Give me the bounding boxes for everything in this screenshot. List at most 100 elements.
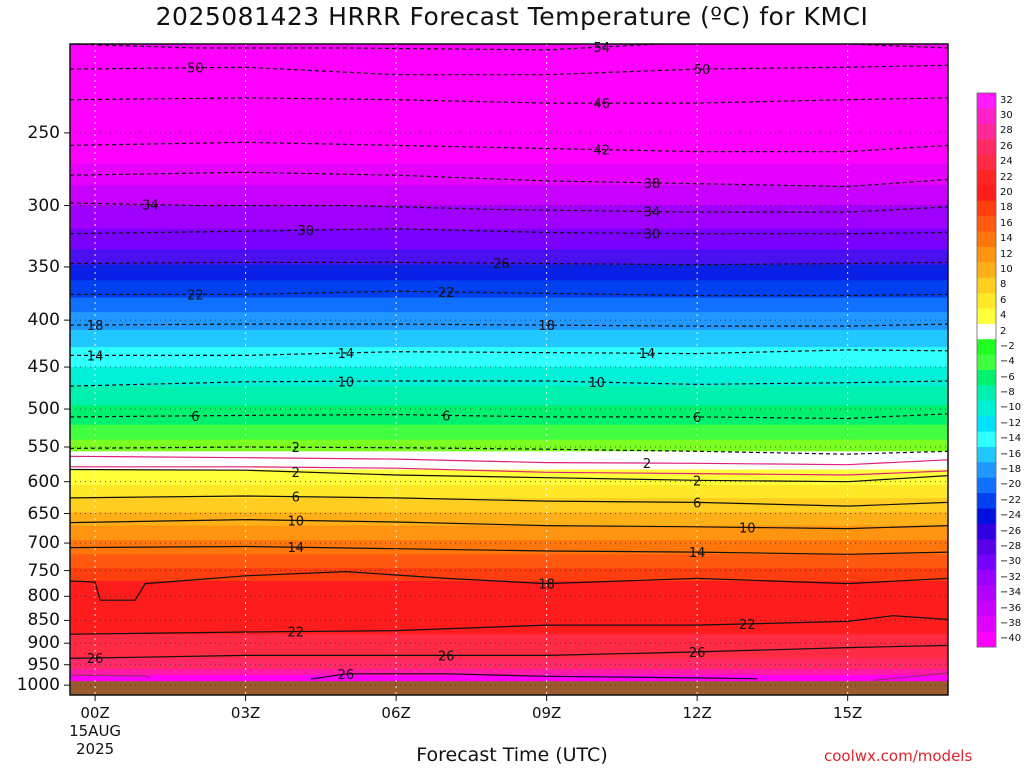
y-tick-label: 450 [27,357,60,378]
colorbar-swatch [977,370,996,386]
contour-label: 30 [644,227,661,242]
colorbar-swatch [977,600,996,617]
colorbar-label: −24 [1000,510,1022,522]
temperature-band [70,451,948,471]
ground-fill [70,681,948,695]
x-tick-label: 15Z [832,704,863,722]
contour-line [70,64,948,76]
colorbar-swatch [977,570,996,586]
x-tick-label: 12Z [682,704,712,722]
colorbar-swatch [977,585,996,602]
contour-label: 14 [639,347,656,362]
colorbar-label: −14 [1000,433,1022,445]
colorbar-swatch [977,200,996,217]
colorbar-label: 2 [1000,325,1007,337]
x-date-label: 15AUG [69,722,122,740]
contour-label: 22 [438,286,455,301]
colorbar-label: −34 [1000,587,1022,599]
temperature-band [70,554,948,569]
contour-label: 34 [644,206,661,221]
temperature-band [70,658,948,670]
colorbar-swatch [977,108,996,125]
contour-line [70,323,948,327]
contour-line [872,672,948,681]
source-credit-link[interactable]: coolwx.com/models [824,747,973,765]
contour-label: 6 [442,409,450,424]
contour-label: 26 [493,257,510,272]
contour-label: 6 [191,410,199,425]
temperature-band [70,540,948,555]
temperature-band [70,367,948,387]
colorbar-swatch [977,185,996,202]
contour-line [70,261,948,266]
contour-line [70,413,948,420]
colorbar-label: 14 [1000,233,1013,245]
contour-label: 10 [287,514,304,529]
colorbar-label: 4 [1000,310,1007,322]
colorbar-swatch [977,385,996,402]
colorbar-swatch [977,400,996,417]
y-tick-label: 950 [27,654,60,675]
colorbar-swatch [977,154,996,171]
colorbar-swatch [977,523,996,540]
temperature-band [70,205,948,230]
temperature-band [70,484,948,499]
temperature-band [70,675,948,682]
contour-line [70,615,948,635]
contour-label: 14 [287,541,304,556]
contour-line [70,466,948,476]
colorbar-label: −28 [1000,540,1022,552]
colorbar-swatch [977,308,996,325]
colorbar-swatch [977,246,996,263]
colorbar-label: 24 [1000,156,1013,168]
colorbar-label: −18 [1000,464,1022,476]
colorbar-label: 12 [1000,248,1013,260]
colorbar-swatch [977,139,996,156]
contour-line [70,380,948,387]
colorbar-swatch [977,262,996,279]
y-tick-label: 250 [27,122,60,143]
colorbar-label: 16 [1000,217,1013,229]
temperature-band [70,439,948,452]
colorbar-swatch [977,93,996,109]
colorbar-label: −30 [1000,556,1022,568]
colorbar-swatch [977,277,996,294]
y-tick-label: 650 [27,503,60,524]
x-tick-label: 03Z [230,704,261,722]
temperature-band [70,512,948,527]
temperature-band [70,525,948,541]
colorbar-swatch [977,631,996,648]
contour-label: 18 [538,578,555,593]
colorbar-frame [976,92,997,648]
y-tick-label: 800 [27,586,60,607]
temperature-band [70,497,948,513]
contour-label: 10 [739,521,756,536]
contour-line [70,644,948,659]
colorbar-swatch [977,323,996,340]
colorbar-label: 10 [1000,263,1013,275]
contour-label: 26 [689,646,706,661]
contour-line [70,141,948,153]
contour-label: 2 [693,474,701,489]
colorbar-label: −6 [1000,371,1015,383]
contour-line [310,673,758,680]
contour-label: 26 [438,649,455,664]
chart-title: 2025081423 HRRR Forecast Temperature (ºC… [155,2,869,31]
colorbar-swatch [977,354,996,371]
y-tick-label: 500 [27,399,60,420]
colorbar-swatch [977,462,996,479]
temperature-band [70,405,948,426]
colorbar-label: −38 [1000,617,1022,629]
contour-label: 38 [644,177,661,192]
contour-label: 18 [87,319,104,334]
colorbar-swatch [977,293,996,309]
y-tick-label: 900 [27,633,60,654]
contour-line [70,349,948,356]
contour-label: 22 [739,618,756,633]
contour-line [70,290,948,297]
temperature-band [70,264,948,281]
colorbar-label: −16 [1000,448,1022,460]
colorbar-swatch [977,493,996,509]
colorbar-swatch [977,539,996,556]
